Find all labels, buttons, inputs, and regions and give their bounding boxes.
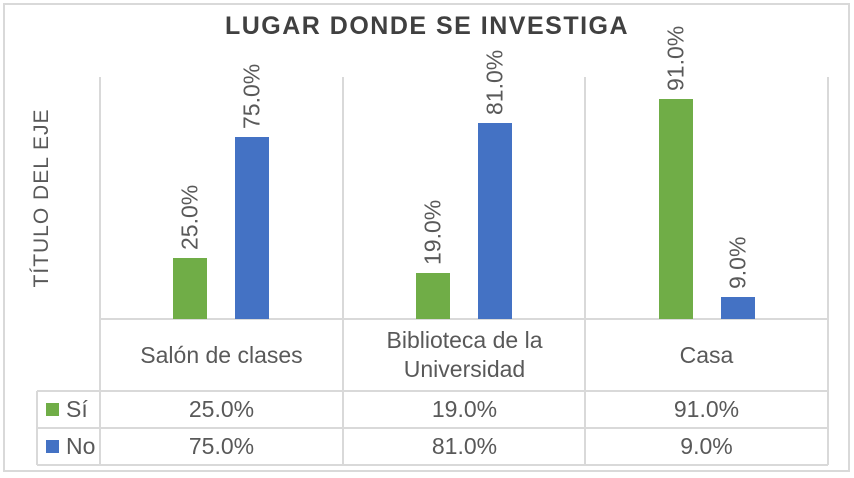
category-label-2: Casa bbox=[679, 341, 734, 368]
category-label-1: Biblioteca de la Universidad bbox=[386, 327, 543, 382]
legend-key-no: No bbox=[39, 429, 98, 464]
bar-no-2 bbox=[721, 297, 755, 319]
table-value-no-0: 75.0% bbox=[188, 433, 255, 459]
data-label-si-1: 19.0% bbox=[419, 199, 446, 265]
data-label-si-0: 25.0% bbox=[176, 184, 203, 250]
table-row-border-1 bbox=[37, 427, 828, 429]
legend-key-si: Sí bbox=[39, 392, 98, 427]
data-label-no-2: 9.0% bbox=[724, 236, 751, 289]
table-value-si-1: 19.0% bbox=[431, 396, 498, 422]
legend-label-no: No bbox=[66, 433, 96, 459]
category-gridline bbox=[584, 77, 586, 465]
table-value-no-2: 9.0% bbox=[680, 433, 733, 459]
table-value-no-1: 81.0% bbox=[431, 433, 498, 459]
category-gridline bbox=[342, 77, 344, 465]
bar-si-2 bbox=[659, 99, 693, 319]
table-row-border-2 bbox=[37, 464, 828, 466]
legend-swatch-no bbox=[46, 440, 59, 453]
category-label-0: Salón de clases bbox=[140, 341, 303, 368]
x-axis-line bbox=[100, 318, 828, 320]
chart-title: LUGAR DONDE SE INVESTIGA bbox=[224, 12, 630, 40]
data-label-si-2: 91.0% bbox=[662, 25, 689, 91]
bar-no-0 bbox=[235, 137, 269, 319]
table-value-si-0: 25.0% bbox=[188, 396, 255, 422]
data-label-no-0: 75.0% bbox=[238, 63, 265, 129]
table-row-border-0 bbox=[37, 390, 828, 392]
legend-label-si: Sí bbox=[66, 396, 88, 422]
bar-si-1 bbox=[416, 273, 450, 319]
y-axis-title: TÍTULO DEL EJE bbox=[30, 108, 53, 288]
table-value-si-2: 91.0% bbox=[673, 396, 740, 422]
data-label-no-1: 81.0% bbox=[481, 49, 508, 115]
plot-right-border bbox=[827, 77, 829, 465]
legend-swatch-si bbox=[46, 403, 59, 416]
chart-border bbox=[3, 3, 850, 472]
bar-no-1 bbox=[478, 123, 512, 319]
y-axis-line bbox=[99, 77, 101, 465]
bar-si-0 bbox=[173, 258, 207, 319]
